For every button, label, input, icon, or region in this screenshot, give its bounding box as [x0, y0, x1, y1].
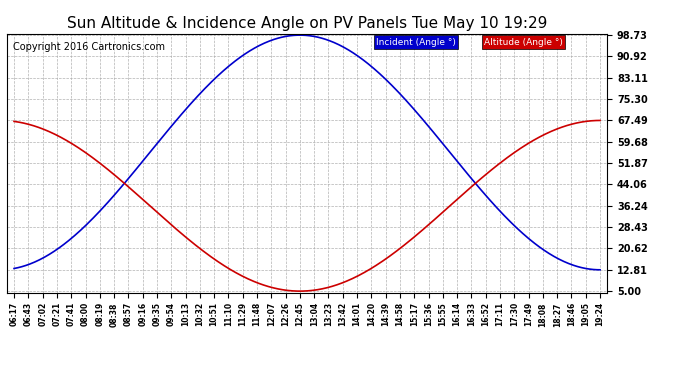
Title: Sun Altitude & Incidence Angle on PV Panels Tue May 10 19:29: Sun Altitude & Incidence Angle on PV Pan… [67, 16, 547, 31]
Text: Incident (Angle °): Incident (Angle °) [376, 38, 456, 46]
Text: Copyright 2016 Cartronics.com: Copyright 2016 Cartronics.com [13, 42, 165, 51]
Text: Altitude (Angle °): Altitude (Angle °) [484, 38, 563, 46]
